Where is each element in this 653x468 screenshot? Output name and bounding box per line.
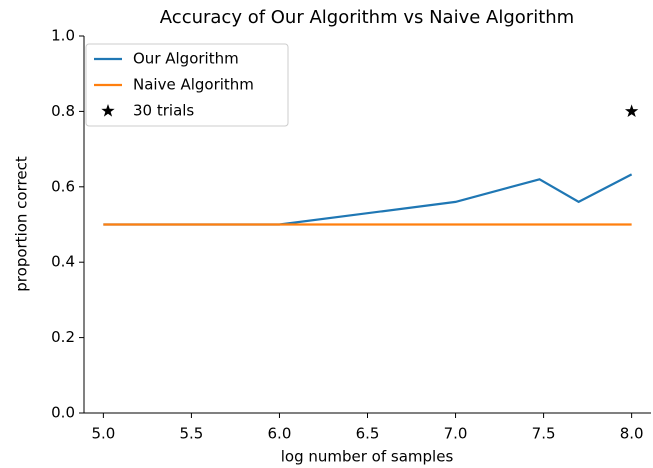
x-tick-label: 8.0	[620, 425, 644, 443]
legend-marker	[101, 104, 115, 117]
x-tick-label: 5.5	[179, 425, 203, 443]
legend-label: Our Algorithm	[133, 50, 239, 68]
y-axis-label: proportion correct	[13, 156, 31, 292]
x-axis-label: log number of samples	[281, 448, 454, 466]
series-line	[103, 173, 633, 226]
x-tick-label: 6.5	[356, 425, 380, 443]
y-tick-label: 0.2	[51, 328, 75, 346]
x-tick-label: 5.0	[91, 425, 115, 443]
y-tick-label: 0.6	[51, 177, 75, 195]
legend-box	[85, 43, 289, 127]
y-tick-label: 0.4	[51, 253, 75, 271]
x-tick-label: 7.5	[532, 425, 556, 443]
chart-title: Accuracy of Our Algorithm vs Naive Algor…	[160, 7, 574, 28]
x-tick-label: 6.0	[268, 425, 292, 443]
legend-label: 30 trials	[133, 102, 194, 120]
y-tick-label: 1.0	[51, 27, 75, 45]
legend-label: Naive Algorithm	[133, 76, 254, 94]
y-tick-label: 0.0	[51, 404, 75, 422]
star-marker	[624, 104, 639, 118]
y-tick-label: 0.8	[51, 102, 75, 120]
x-tick-label: 7.0	[444, 425, 468, 443]
